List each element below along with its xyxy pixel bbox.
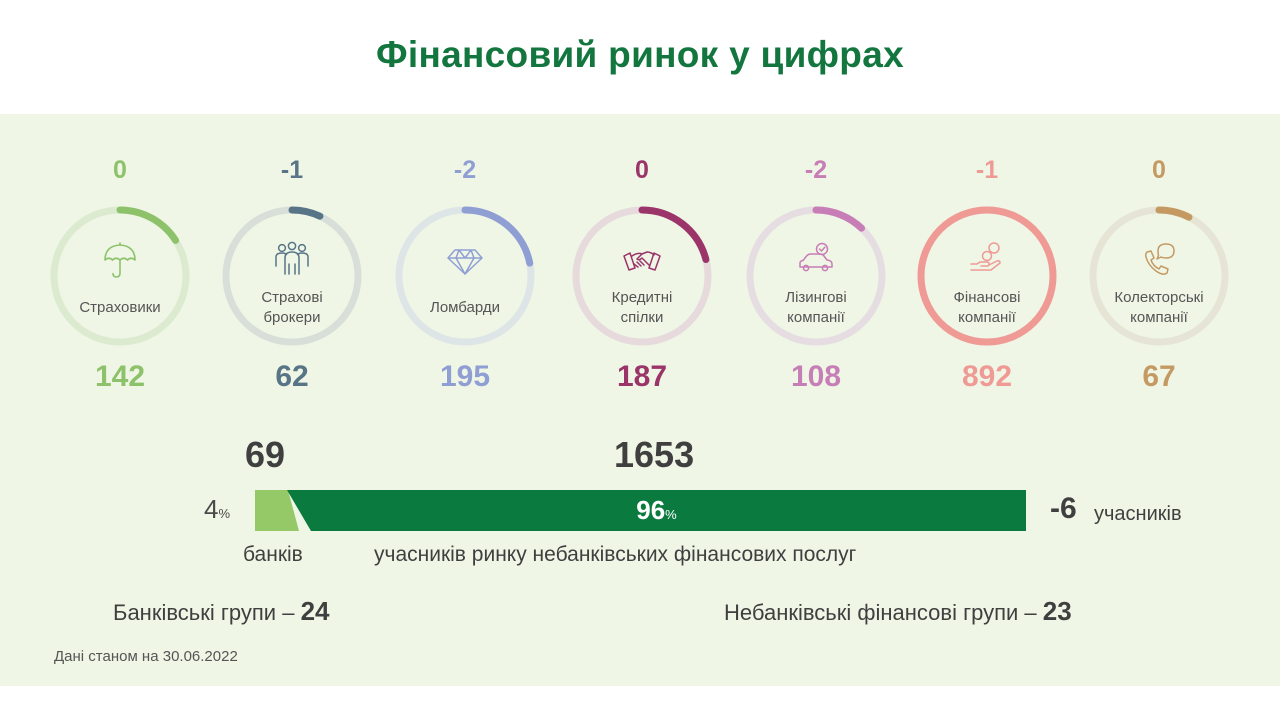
category-label: Ломбарди — [429, 299, 501, 316]
category-label: Фінансові компанії — [953, 289, 1021, 326]
category-pawnshops: -2 Ломбарди 195 — [379, 114, 551, 404]
category-label: Страховики — [79, 299, 161, 316]
total-change-value: -6 — [1050, 492, 1077, 525]
category-count: 195 — [439, 360, 491, 393]
total-change-label: учасників — [1094, 503, 1182, 525]
category-count: 142 — [94, 360, 146, 393]
phone-chat-icon — [1144, 243, 1175, 275]
category-ring — [917, 206, 1057, 346]
nonbank-groups: Небанківські фінансові групи – 23 — [724, 596, 1072, 626]
category-count: 67 — [1142, 360, 1176, 393]
ring-arc — [1089, 206, 1229, 346]
ring-arc — [222, 206, 362, 346]
category-ring — [746, 206, 886, 346]
category-change: 0 — [635, 156, 649, 184]
diamond-icon — [447, 249, 483, 275]
category-count: 108 — [790, 360, 842, 393]
category-change: -1 — [280, 156, 304, 184]
category-change: -1 — [975, 156, 999, 184]
category-label: Лізингові компанії — [785, 289, 847, 326]
banks-count: 69 — [245, 434, 286, 475]
category-ring — [395, 206, 535, 346]
category-credit-unions: 0 Кредитні спілки 187 — [556, 114, 728, 404]
category-financial-companies: -1 Фінансові компанії 892 — [901, 114, 1073, 404]
nonbank-percent: 96% — [636, 495, 677, 525]
ring-arc — [50, 206, 190, 346]
category-change: -2 — [453, 156, 477, 184]
ring-arc — [917, 206, 1057, 346]
category-label: Страхові брокери — [261, 289, 323, 326]
category-count: 187 — [616, 360, 668, 393]
category-count: 62 — [275, 360, 309, 393]
category-insurers: 0 Страховики 142 — [34, 114, 206, 404]
category-change: 0 — [113, 156, 127, 184]
people-group-icon — [275, 241, 309, 275]
footnote: Дані станом на 30.06.2022 — [54, 648, 238, 665]
ring-arc — [572, 206, 712, 346]
category-change: 0 — [1152, 156, 1166, 184]
category-collection-companies: 0 Колекторські компанії 67 — [1073, 114, 1245, 404]
umbrella-icon — [104, 242, 136, 278]
nonbank-share-bar — [287, 490, 1026, 531]
banks-label: банків — [243, 543, 303, 566]
category-leasing-companies: -2 Лізингові компанії 108 — [730, 114, 902, 404]
ring-arc — [395, 206, 535, 346]
banks-percent: 4% — [204, 494, 231, 524]
category-count: 892 — [961, 360, 1013, 393]
car-icon — [799, 242, 833, 272]
category-label: Колекторські компанії — [1114, 289, 1204, 326]
category-ring — [50, 206, 190, 346]
category-ring — [222, 206, 362, 346]
category-label: Кредитні спілки — [611, 289, 673, 326]
page-title: Фінансовий ринок у цифрах — [376, 34, 904, 75]
ring-arc — [746, 206, 886, 346]
handshake-icon — [623, 251, 661, 271]
stats-panel: 0 Страховики 142 -1 — [0, 114, 1280, 686]
nonbank-count: 1653 — [614, 434, 695, 475]
banking-groups: Банківські групи – 24 — [113, 596, 330, 626]
coins-hand-icon — [970, 242, 1001, 271]
nonbank-groups-value: 23 — [1042, 596, 1072, 626]
category-ring — [1089, 206, 1229, 346]
category-insurance-brokers: -1 Страхові брокери 62 — [206, 114, 378, 404]
category-ring — [572, 206, 712, 346]
nonbank-label: учасників ринку небанківських фінансових… — [374, 543, 857, 566]
category-change: -2 — [804, 156, 828, 184]
banking-groups-value: 24 — [300, 596, 330, 626]
